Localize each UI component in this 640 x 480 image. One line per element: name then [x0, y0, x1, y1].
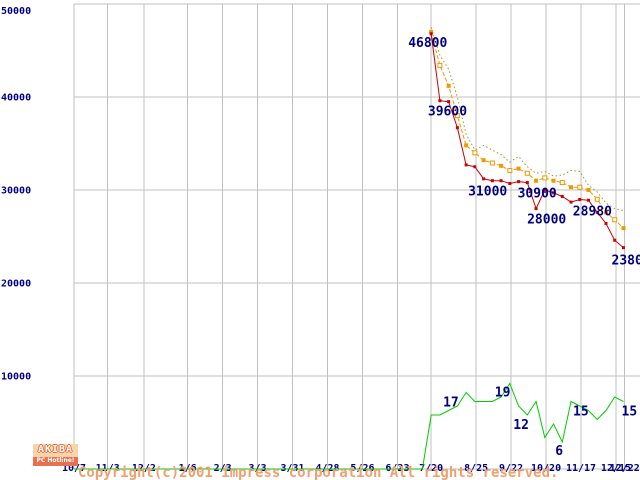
series-average_price-marker [429, 29, 434, 34]
series-lowest_price-marker [569, 200, 573, 204]
pc-hotline-logo-label: PC Hotline! [33, 457, 78, 466]
series-average_price-marker [472, 150, 478, 156]
series-lowest_price-marker [464, 163, 468, 167]
series-lowest_price-marker [447, 100, 451, 104]
series-average_price-marker [612, 217, 618, 223]
price-annotation: 28980 [573, 205, 612, 220]
shop-count-annotation: 15 [573, 405, 589, 420]
series-lowest_price-marker [552, 191, 556, 195]
price-annotation: 23800 [612, 254, 640, 269]
series-average_price-marker [559, 180, 565, 186]
series-lowest_price-marker [595, 210, 599, 214]
x-tick-label: 10/20 [531, 463, 561, 474]
series-average_price-marker [454, 113, 460, 119]
x-tick-label: 12/15 [601, 463, 631, 474]
series-average_price-marker [489, 160, 495, 166]
series-average_price-marker [446, 83, 451, 88]
series-lowest_price-marker [578, 197, 582, 201]
series-lowest_price-marker [517, 180, 521, 184]
y-tick-label: 50000 [1, 6, 31, 17]
series-lowest_price-marker [604, 221, 608, 225]
y-tick-label: 20000 [1, 279, 31, 290]
y-tick-label: 10000 [1, 372, 31, 383]
series-average_price-marker [499, 163, 504, 168]
shop-count-annotation: 6 [555, 444, 563, 459]
akiba-logo: AKIBA PC Hotline! [33, 444, 78, 466]
series-average_price-marker [524, 170, 530, 176]
y-tick-label: 30000 [1, 186, 31, 197]
series-shop_count-line [74, 382, 624, 470]
series-lowest_price-marker [482, 177, 486, 181]
series-lowest_price-marker [438, 99, 442, 103]
series-average_price-marker [507, 167, 513, 173]
series-lowest_price-marker [429, 32, 433, 36]
series-average_price-marker [569, 185, 574, 190]
series-average_price-marker [603, 210, 608, 215]
series-lowest_price-marker [455, 126, 459, 130]
price-annotation: 31000 [468, 185, 507, 200]
series-average_price-marker [534, 178, 539, 183]
price-annotation: 39600 [428, 105, 467, 120]
series-average_price-marker [594, 196, 600, 202]
series-average_price-marker [437, 62, 443, 68]
series-average_price-marker [621, 226, 626, 231]
series-lowest_price-marker [613, 238, 617, 242]
y-tick-label: 40000 [1, 93, 31, 104]
copyright-line-1: Copyright(c)2001 impress corporation All… [78, 465, 559, 480]
price-annotation: 30900 [518, 187, 557, 202]
series-average_price-marker [586, 188, 591, 192]
series-lowest_price-marker [508, 181, 512, 185]
x-tick-label: 7/20 [419, 463, 443, 474]
x-tick-label: 9/22 [499, 463, 523, 474]
series-lowest_price-marker [621, 246, 625, 250]
series-lowest_price-marker [473, 165, 477, 169]
x-tick-label: 11/17 [566, 463, 596, 474]
series-lowest_price-marker [499, 179, 503, 183]
shop-count-annotation: 12 [513, 418, 529, 433]
akiba-logo-text: AKIBA [33, 444, 78, 457]
series-lowest_price-marker [560, 195, 564, 199]
series-average_price-marker [551, 178, 556, 183]
series-lowest_price-marker [490, 179, 494, 183]
series-lowest_price-marker [525, 181, 529, 185]
x-tick-label: 12/22 [610, 463, 640, 474]
series-highest_price-line [430, 27, 624, 211]
series-average_price-marker [481, 158, 486, 163]
series-average_price-marker [542, 175, 548, 181]
series-lowest_price-marker [587, 198, 591, 202]
shop-count-annotation: 19 [495, 386, 511, 401]
series-average_price-marker [577, 184, 583, 190]
x-tick-label: 8/25 [464, 463, 488, 474]
price-annotation: 28000 [527, 213, 566, 228]
price-annotation: 46800 [408, 36, 447, 51]
copyright-notice: Copyright(c)2001 impress corporation All… [78, 441, 558, 480]
series-average_price-marker [516, 166, 521, 171]
series-lowest_price-marker [543, 188, 547, 192]
series-lowest_price-marker [534, 207, 538, 211]
series-average_price-marker [464, 143, 469, 148]
shop-count-annotation: 17 [443, 396, 459, 411]
shop-count-annotation: 15 [622, 405, 638, 420]
